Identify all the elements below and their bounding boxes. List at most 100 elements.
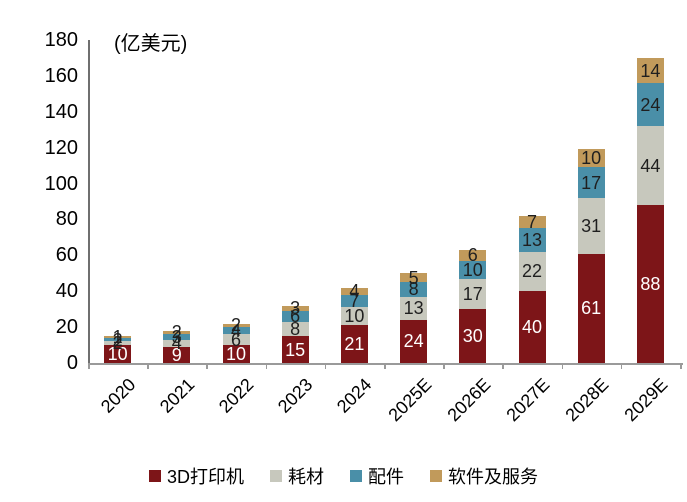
y-axis [88,40,90,363]
x-axis-tick [324,364,327,369]
segment-value-label: 10 [225,344,247,365]
bar-segment [340,307,368,326]
y-axis-tick-label: 100 [44,172,78,195]
x-axis-tick [502,364,504,369]
segment-value-label: 8 [290,318,301,339]
legend-item-printers: 3D打印机 [148,463,244,489]
x-axis [88,363,683,365]
x-axis-tick-label: 2022 [214,374,258,417]
bar-segment [163,334,191,340]
segment-value-label: 21 [344,334,365,355]
segment-value-label: 13 [403,298,424,319]
bar-segment [281,336,309,363]
bar-segment [459,309,487,363]
segment-value-label: 4 [349,281,360,302]
x-axis-tick-label: 2023 [274,374,317,417]
segment-value-label: 30 [462,326,483,347]
segment-value-label: 10 [107,344,128,365]
bar-segment [577,167,605,198]
bar-segment [222,327,250,335]
segment-value-label: 6 [467,245,478,266]
segment-value-label: 31 [581,215,602,236]
bar-segment [104,341,132,346]
legend-swatch-icon [148,470,161,482]
y-axis-tick-label: 40 [55,280,78,303]
bar-segment [163,346,191,363]
bar-segment [636,126,664,206]
legend-label: 耗材 [288,467,324,487]
x-axis-tick-label: 2025E [384,374,436,426]
bar-segment [459,278,487,310]
x-axis-tick-label: 2021 [155,374,199,417]
x-axis-tick [384,364,386,369]
x-axis-tick [680,364,682,369]
segment-value-label: 4 [171,333,182,354]
segment-value-label: 88 [640,274,661,295]
bar-segment [577,149,605,168]
bar-segment [281,310,309,322]
segment-value-label: 22 [521,261,543,282]
segment-value-label: 10 [581,148,602,169]
bar-segment [400,296,428,320]
y-axis-tick-label: 160 [44,64,78,87]
segment-value-label: 40 [521,317,543,338]
bar-segment [518,291,546,363]
y-axis-tick-label: 60 [55,244,78,267]
x-axis-tick-label: 2020 [96,374,140,417]
segment-value-label: 17 [462,283,483,304]
bar-segment [281,305,309,311]
bar-segment [400,282,428,297]
x-axis-tick [265,364,268,369]
legend-item-accessories: 配件 [350,463,404,489]
legend-swatch-icon [350,470,362,482]
segment-value-label: 44 [640,155,661,176]
bar-segment [518,215,546,229]
legend: 3D打印机 耗材 配件 软件及服务 [0,463,687,489]
bar-segment [636,83,664,127]
legend-item-consumables: 耗材 [270,463,324,489]
legend-swatch-icon [430,470,442,482]
segment-value-label: 2 [112,333,123,354]
bar-segment [518,228,546,252]
segment-value-label: 2 [230,315,242,336]
x-axis-tick-label: 2028E [561,374,613,426]
segment-value-label: 1 [112,326,123,347]
bar-segment [104,345,132,363]
legend-swatch-icon [270,470,282,482]
x-axis-tick [147,364,149,369]
bar-segment [340,325,368,363]
bar-segment [340,287,368,295]
y-axis-tick-label: 120 [44,136,78,159]
segment-value-label: 8 [408,279,419,300]
bar-segment [400,319,428,363]
segment-value-label: 10 [462,259,483,280]
x-axis-tick [88,364,90,369]
x-axis-tick-label: 2029E [620,374,672,426]
x-axis-tick-label: 2027E [502,374,554,426]
legend-label: 软件及服务 [448,467,538,487]
bar-segment [340,294,368,308]
bar-segment [577,197,605,254]
bar-segment [459,249,487,261]
bar-segment [281,321,309,337]
bar-segment [222,334,250,346]
x-axis-tick [206,364,208,369]
axis-unit-label: (亿美元) [114,33,188,55]
bar-segment [163,330,191,335]
y-axis-tick-label: 0 [66,352,78,374]
x-axis-tick [561,364,564,369]
segment-value-label: 24 [640,94,661,115]
segment-value-label: 6 [290,306,301,327]
segment-value-label: 24 [403,331,424,352]
bar-segment [636,57,664,84]
bar-segment [222,345,250,363]
bar-segment [636,205,664,363]
segment-value-label: 13 [521,230,543,251]
segment-value-label: 4 [230,320,242,341]
y-axis-tick-label: 140 [44,100,78,123]
bar-segment [104,336,132,338]
segment-value-label: 15 [285,339,306,360]
bar-segment [222,323,250,328]
legend-label: 配件 [368,467,404,487]
